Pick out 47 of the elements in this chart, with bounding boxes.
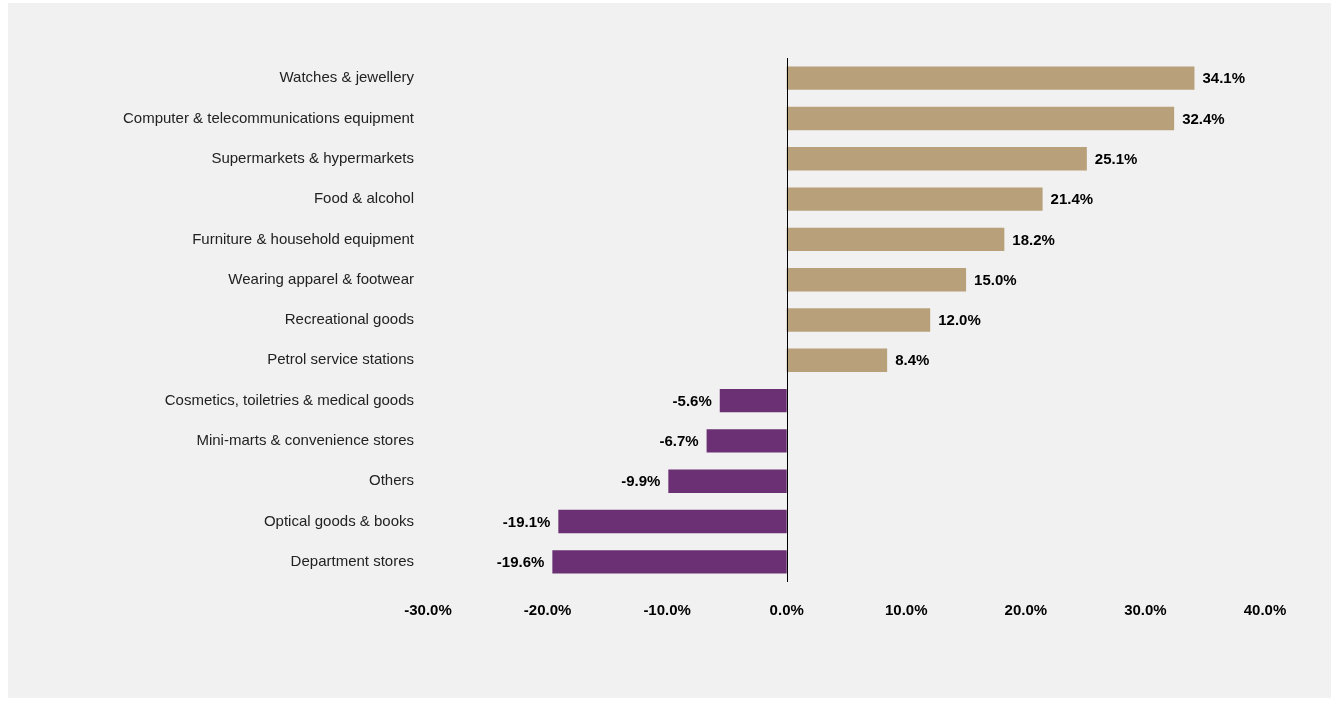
x-tick-label: 40.0% — [1243, 601, 1287, 619]
bar — [786, 348, 888, 372]
y-tick-label: Food & alcohol — [313, 189, 414, 207]
x-tick-label: 30.0% — [1124, 601, 1167, 619]
data-label: -5.6% — [672, 391, 712, 409]
bar — [706, 429, 787, 453]
data-label: 12.0% — [938, 311, 981, 329]
x-tick-label: 10.0% — [885, 601, 928, 619]
data-label: -9.9% — [621, 472, 661, 490]
bar — [668, 469, 787, 493]
y-tick-label: Department stores — [290, 551, 414, 569]
bar — [719, 388, 787, 413]
y-tick-label: Wearing apparel & footwear — [228, 269, 414, 287]
data-label: -19.6% — [496, 552, 545, 570]
y-tick-label: Optical goods & books — [263, 511, 414, 529]
bar — [552, 550, 787, 574]
y-tick-label: Mini-marts & convenience stores — [196, 431, 414, 449]
bar — [786, 308, 931, 332]
data-label: 18.2% — [1012, 230, 1055, 248]
x-tick-label: -30.0% — [404, 601, 452, 619]
bar — [786, 147, 1087, 171]
x-tick-label: 0.0% — [769, 601, 804, 619]
bar — [786, 66, 1195, 90]
y-tick-label: Furniture & household equipment — [192, 229, 415, 247]
data-label: 25.1% — [1094, 149, 1138, 167]
y-tick-label: Supermarkets & hypermarkets — [211, 148, 414, 166]
y-tick-label: Cosmetics, toiletries & medical goods — [164, 390, 414, 408]
y-tick-label: Recreational goods — [284, 310, 414, 328]
x-tick-label: -10.0% — [643, 601, 691, 619]
y-tick-label: Watches & jewellery — [279, 68, 415, 86]
data-label: 34.1% — [1202, 69, 1245, 87]
data-label: 15.0% — [974, 270, 1017, 288]
data-label: 8.4% — [895, 351, 930, 369]
bar — [786, 106, 1175, 131]
y-tick-label: Others — [368, 471, 414, 489]
y-tick-label: Computer & telecommunications equipment — [123, 108, 415, 126]
x-tick-label: -20.0% — [523, 601, 572, 619]
bar — [786, 268, 967, 292]
bar — [558, 509, 787, 534]
x-tick-label: 20.0% — [1004, 601, 1048, 619]
data-label: 21.4% — [1050, 190, 1094, 208]
bar — [786, 187, 1043, 211]
data-label: 32.4% — [1182, 109, 1225, 127]
data-label: -19.1% — [502, 512, 551, 530]
data-label: -6.7% — [659, 432, 699, 450]
y-tick-label: Petrol service stations — [267, 350, 414, 368]
bar — [786, 227, 1005, 252]
